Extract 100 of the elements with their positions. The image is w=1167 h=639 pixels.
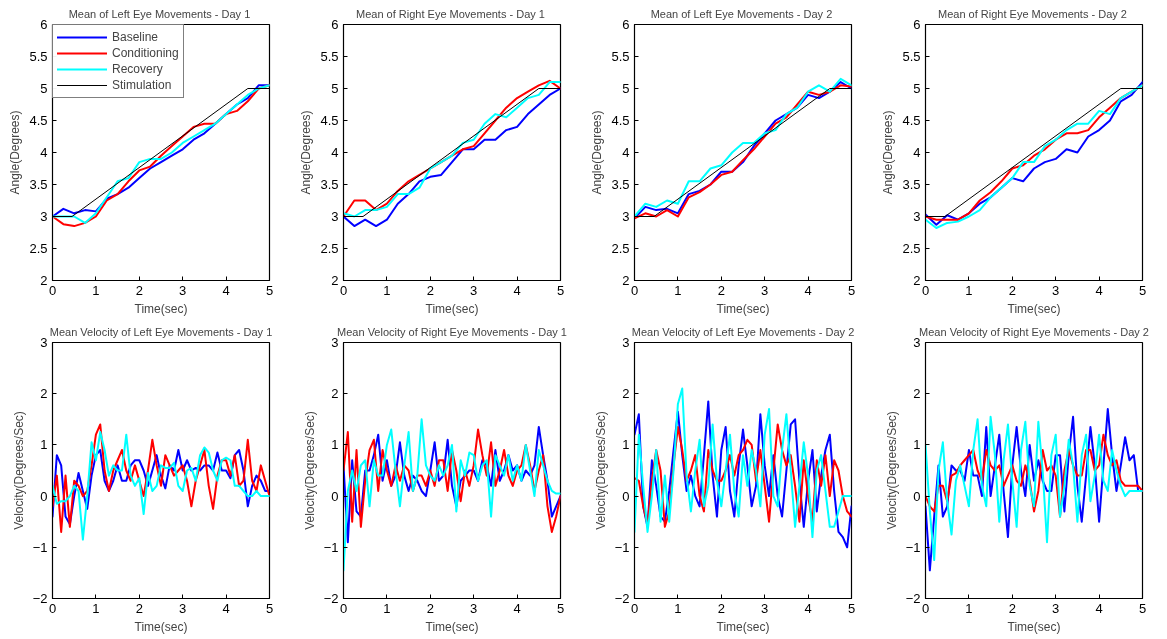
y-tick-label: 1 — [40, 437, 48, 453]
chart-title: Mean of Left Eye Movements - Day 1 — [68, 7, 251, 20]
y-tick-label: 4 — [40, 145, 48, 160]
chart-title: Mean Velocity of Left Eye Movements - Day 1 — [49, 325, 273, 338]
y-tick-label: 2.5 — [320, 241, 339, 256]
x-tick-label: 2 — [1008, 600, 1016, 616]
x-tick-label: 3 — [470, 282, 478, 298]
y-tick-label: 5.5 — [611, 49, 630, 64]
x-tick-label: 5 — [1138, 282, 1147, 298]
y-tick-label: 2 — [40, 386, 48, 402]
x-tick-label: 1 — [92, 600, 100, 616]
y-tick-label: 3 — [40, 335, 48, 350]
x-tick-label: 2 — [135, 600, 143, 616]
y-axis-title: Velocity(Degrees/Sec) — [593, 411, 608, 530]
y-tick-label: 5 — [913, 81, 921, 96]
y-tick-label: 3.5 — [611, 177, 630, 192]
x-tick-label: 3 — [470, 600, 478, 616]
x-tick-label: 5 — [556, 600, 565, 616]
y-axis-title: Angle(Degrees) — [299, 110, 314, 195]
x-tick-label: 3 — [1052, 600, 1060, 616]
x-tick-label: 1 — [383, 600, 391, 616]
y-tick-label: 4 — [622, 145, 630, 160]
y-tick-label: 4.5 — [902, 113, 921, 128]
y-tick-label: 3 — [913, 209, 921, 224]
y-axis-title: Velocity(Degrees/Sec) — [302, 411, 317, 530]
x-tick-label: 2 — [717, 600, 725, 616]
y-tick-label: 4.5 — [29, 113, 48, 128]
y-tick-label: 2.5 — [611, 241, 630, 256]
x-tick-label: 5 — [265, 282, 274, 298]
chart-title: Mean Velocity of Right Eye Movements - Day 2 — [919, 325, 1149, 338]
y-axis-title: Velocity(Degrees/Sec) — [11, 411, 26, 530]
y-tick-label: 5.5 — [320, 49, 339, 64]
y-axis-title: Velocity(Degrees/Sec) — [884, 411, 899, 530]
x-axis-title: Time(sec) — [134, 301, 188, 316]
y-tick-label: 3 — [331, 209, 339, 224]
x-tick-label: 1 — [965, 600, 973, 616]
y-tick-label: 3 — [622, 335, 630, 350]
chart-title: Mean of Right Eye Movements - Day 2 — [938, 7, 1127, 20]
x-tick-label: 3 — [179, 282, 187, 298]
y-tick-label: 3.5 — [320, 177, 339, 192]
x-tick-label: 3 — [179, 600, 187, 616]
y-tick-label: 2.5 — [902, 241, 921, 256]
y-tick-label: 4.5 — [320, 113, 339, 128]
x-tick-label: 5 — [847, 282, 856, 298]
y-tick-label: −2 — [323, 591, 339, 606]
y-tick-label: 2 — [622, 386, 630, 402]
y-tick-label: 5.5 — [902, 49, 921, 64]
x-tick-label: 4 — [1095, 600, 1103, 616]
y-tick-label: −2 — [32, 591, 48, 606]
y-tick-label: 4 — [913, 145, 921, 160]
y-axis-title: Angle(Degrees) — [590, 110, 605, 195]
y-tick-label: 2 — [913, 386, 921, 402]
x-tick-label: 1 — [383, 282, 391, 298]
y-tick-label: 5.5 — [29, 49, 48, 64]
y-tick-label: −2 — [614, 591, 630, 606]
y-tick-label: 2.5 — [29, 241, 48, 256]
y-tick-label: 6 — [913, 17, 921, 32]
y-tick-label: 6 — [331, 17, 339, 32]
x-axis-title: Time(sec) — [716, 619, 770, 634]
y-tick-label: −1 — [323, 539, 339, 555]
x-tick-label: 3 — [761, 282, 769, 298]
x-tick-label: 4 — [222, 600, 230, 616]
x-tick-label: 4 — [804, 600, 812, 616]
y-tick-label: −2 — [905, 591, 921, 606]
y-tick-label: 5 — [331, 81, 339, 96]
x-tick-label: 3 — [761, 600, 769, 616]
legend-label: Recovery — [112, 61, 163, 77]
y-tick-label: 0 — [622, 488, 630, 504]
x-tick-label: 1 — [965, 282, 973, 298]
y-tick-label: 6 — [622, 17, 630, 32]
y-tick-label: 3 — [40, 209, 48, 224]
chart-title: Mean Velocity of Right Eye Movements - Day 1 — [337, 325, 567, 338]
y-tick-label: 3.5 — [902, 177, 921, 192]
x-tick-label: 1 — [674, 600, 682, 616]
y-tick-label: 3.5 — [29, 177, 48, 192]
y-tick-label: 5 — [40, 81, 48, 96]
x-tick-label: 2 — [426, 600, 434, 616]
y-tick-label: 3 — [913, 335, 921, 350]
y-tick-label: −1 — [614, 539, 630, 555]
y-tick-label: 4 — [331, 145, 339, 160]
x-tick-label: 5 — [1138, 600, 1147, 616]
x-tick-label: 2 — [717, 282, 725, 298]
x-axis-title: Time(sec) — [425, 301, 479, 316]
y-tick-label: 6 — [40, 17, 48, 32]
y-axis-title: Angle(Degrees) — [8, 110, 23, 195]
chart-title: Mean of Left Eye Movements - Day 2 — [650, 7, 833, 20]
x-tick-label: 4 — [513, 282, 521, 298]
x-tick-label: 4 — [804, 282, 812, 298]
x-tick-label: 4 — [1095, 282, 1103, 298]
x-axis-title: Time(sec) — [1007, 301, 1061, 316]
x-tick-label: 1 — [92, 282, 100, 298]
x-tick-label: 2 — [1008, 282, 1016, 298]
x-tick-label: 4 — [222, 282, 230, 298]
y-tick-label: 3 — [622, 209, 630, 224]
y-tick-label: 1 — [913, 437, 921, 453]
y-tick-label: 0 — [913, 488, 921, 504]
x-tick-label: 3 — [1052, 282, 1060, 298]
y-tick-label: 5 — [622, 81, 630, 96]
x-tick-label: 2 — [135, 282, 143, 298]
y-tick-label: −1 — [905, 539, 921, 555]
